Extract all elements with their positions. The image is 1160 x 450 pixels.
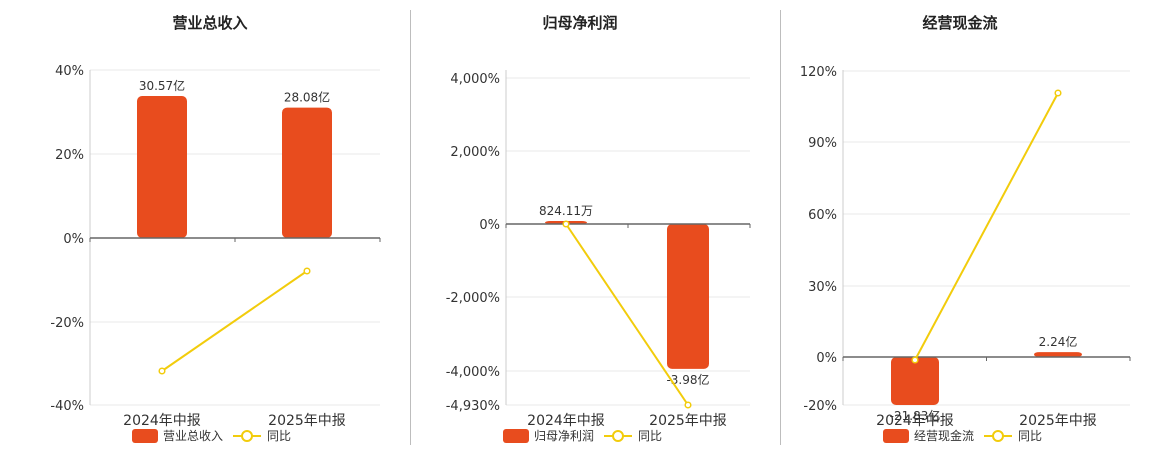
y-tick-label: -2,000%	[446, 291, 500, 306]
revenue-chart: 营业总收入 40% 20% 0% -20% -40% 30.57亿 28.08亿 2024年中报…	[0, 0, 410, 450]
legend: 营业总收入 同比	[132, 429, 291, 443]
bar	[137, 96, 187, 238]
yoy-point	[562, 220, 570, 228]
y-tick-label: 20%	[55, 148, 84, 163]
panel-divider	[410, 10, 411, 445]
x-category-label: 2024年中报	[527, 413, 605, 429]
legend-line-marker	[241, 430, 253, 442]
y-tick-label: -20%	[50, 316, 84, 331]
bar-data-label: 28.08亿	[284, 90, 330, 105]
legend-line-label: 同比	[1018, 429, 1042, 443]
legend: 归母净利润 同比	[503, 429, 662, 443]
bar	[282, 107, 332, 238]
y-tick-label: -4,930%	[446, 399, 500, 414]
yoy-line	[914, 92, 1059, 361]
bar	[667, 224, 709, 369]
yoy-line	[161, 270, 308, 372]
legend-line-label: 同比	[638, 429, 662, 443]
legend-line-marker	[992, 430, 1004, 442]
bar-data-label: 2.24亿	[1039, 334, 1078, 349]
bar-data-label: -21.83亿	[890, 408, 941, 423]
y-tick-label: 60%	[808, 208, 837, 223]
chart-svg: 归母净利润 4,000% 2,000% 0% -2,000% -4,000% -4,930%…	[446, 14, 751, 443]
bar-data-label: 824.11万	[539, 204, 593, 218]
y-tick-label: 0%	[63, 232, 84, 247]
legend: 经营现金流 同比	[883, 428, 1042, 443]
y-tick-label: 120%	[800, 65, 837, 80]
y-tick-label: 4,000%	[450, 72, 500, 87]
legend-line-marker	[612, 430, 624, 442]
bar-data-label: -3.98亿	[666, 372, 709, 387]
x-category-label: 2025年中报	[268, 413, 346, 429]
y-tick-label: 30%	[808, 280, 837, 295]
net-profit-chart: 归母净利润 4,000% 2,000% 0% -2,000% -4,000% -4,930%…	[411, 0, 780, 450]
yoy-point	[1054, 89, 1062, 97]
panel-divider	[780, 10, 781, 445]
legend-bar-label: 归母净利润	[534, 429, 594, 443]
legend-bar-label: 经营现金流	[914, 428, 974, 443]
x-category-label: 2025年中报	[649, 413, 727, 429]
bar	[1034, 352, 1082, 357]
bar	[891, 357, 939, 405]
y-tick-label: 40%	[55, 64, 84, 79]
chart-svg: 营业总收入 40% 20% 0% -20% -40% 30.57亿 28.08亿 2024年中报…	[50, 14, 381, 443]
yoy-line	[565, 223, 689, 406]
yoy-point	[684, 401, 692, 409]
chart-title: 归母净利润	[542, 14, 617, 32]
yoy-point	[303, 267, 311, 275]
y-tick-label: 2,000%	[450, 145, 500, 160]
y-tick-label: -4,000%	[446, 365, 500, 380]
chart-svg: 经营现金流 120% 90% 60% 30% 0% -20% -21.83亿 2.24亿 2024…	[800, 14, 1131, 443]
legend-line-label: 同比	[267, 429, 291, 443]
y-tick-label: -20%	[803, 399, 837, 414]
chart-title: 经营现金流	[922, 14, 997, 32]
y-tick-label: -40%	[50, 399, 84, 414]
legend-bar-swatch	[132, 429, 158, 443]
x-category-label: 2025年中报	[1019, 413, 1097, 429]
cash-flow-chart: 经营现金流 120% 90% 60% 30% 0% -20% -21.83亿 2.24亿 2024…	[781, 0, 1160, 450]
yoy-point	[158, 367, 166, 375]
bar-data-label: 30.57亿	[139, 78, 185, 93]
y-tick-label: 90%	[808, 136, 837, 151]
y-tick-label: 0%	[479, 218, 500, 233]
chart-title: 营业总收入	[172, 14, 247, 32]
x-category-label: 2024年中报	[123, 413, 201, 429]
legend-bar-swatch	[883, 429, 909, 443]
y-tick-label: 0%	[816, 351, 837, 366]
legend-bar-swatch	[503, 429, 529, 443]
yoy-point	[911, 356, 919, 364]
x-category-label: 2024年中报	[876, 413, 954, 429]
legend-bar-label: 营业总收入	[163, 429, 223, 443]
